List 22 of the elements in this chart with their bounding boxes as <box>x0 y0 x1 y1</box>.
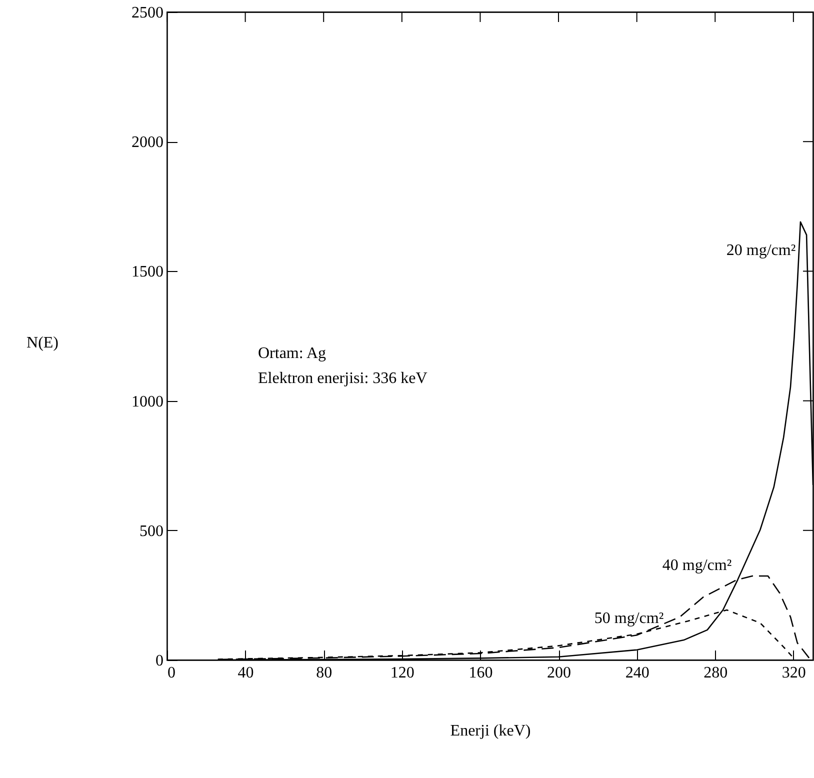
x-tick-label: 80 <box>316 664 332 682</box>
series-label: 50 mg/cm² <box>594 610 664 627</box>
x-tick-label: 160 <box>468 664 493 682</box>
x-tick-label: 40 <box>238 664 254 682</box>
annotation: Elektron enerjisi: 336 keV <box>258 370 428 387</box>
series-label: 20 mg/cm² <box>726 242 796 259</box>
x-tick-label: 0 <box>168 664 176 682</box>
y-axis-title: N(E) <box>26 334 58 352</box>
series-label: 40 mg/cm² <box>662 557 732 574</box>
x-axis-title: Enerji (keV) <box>450 722 531 740</box>
y-tick-label: 1000 <box>132 393 164 410</box>
y-tick-label: 500 <box>140 522 164 540</box>
y-tick-label: 1500 <box>132 264 164 281</box>
annotation: Ortam: Ag <box>258 345 326 362</box>
x-tick-label: 240 <box>625 664 650 682</box>
x-tick-label: 320 <box>782 664 806 682</box>
y-tick-label: 2000 <box>132 134 164 152</box>
x-tick-label: 280 <box>704 664 728 682</box>
y-tick-label: 2500 <box>132 4 164 22</box>
x-tick-label: 120 <box>390 664 414 682</box>
x-tick-label: 200 <box>547 664 572 682</box>
y-tick-label: 0 <box>156 652 164 670</box>
